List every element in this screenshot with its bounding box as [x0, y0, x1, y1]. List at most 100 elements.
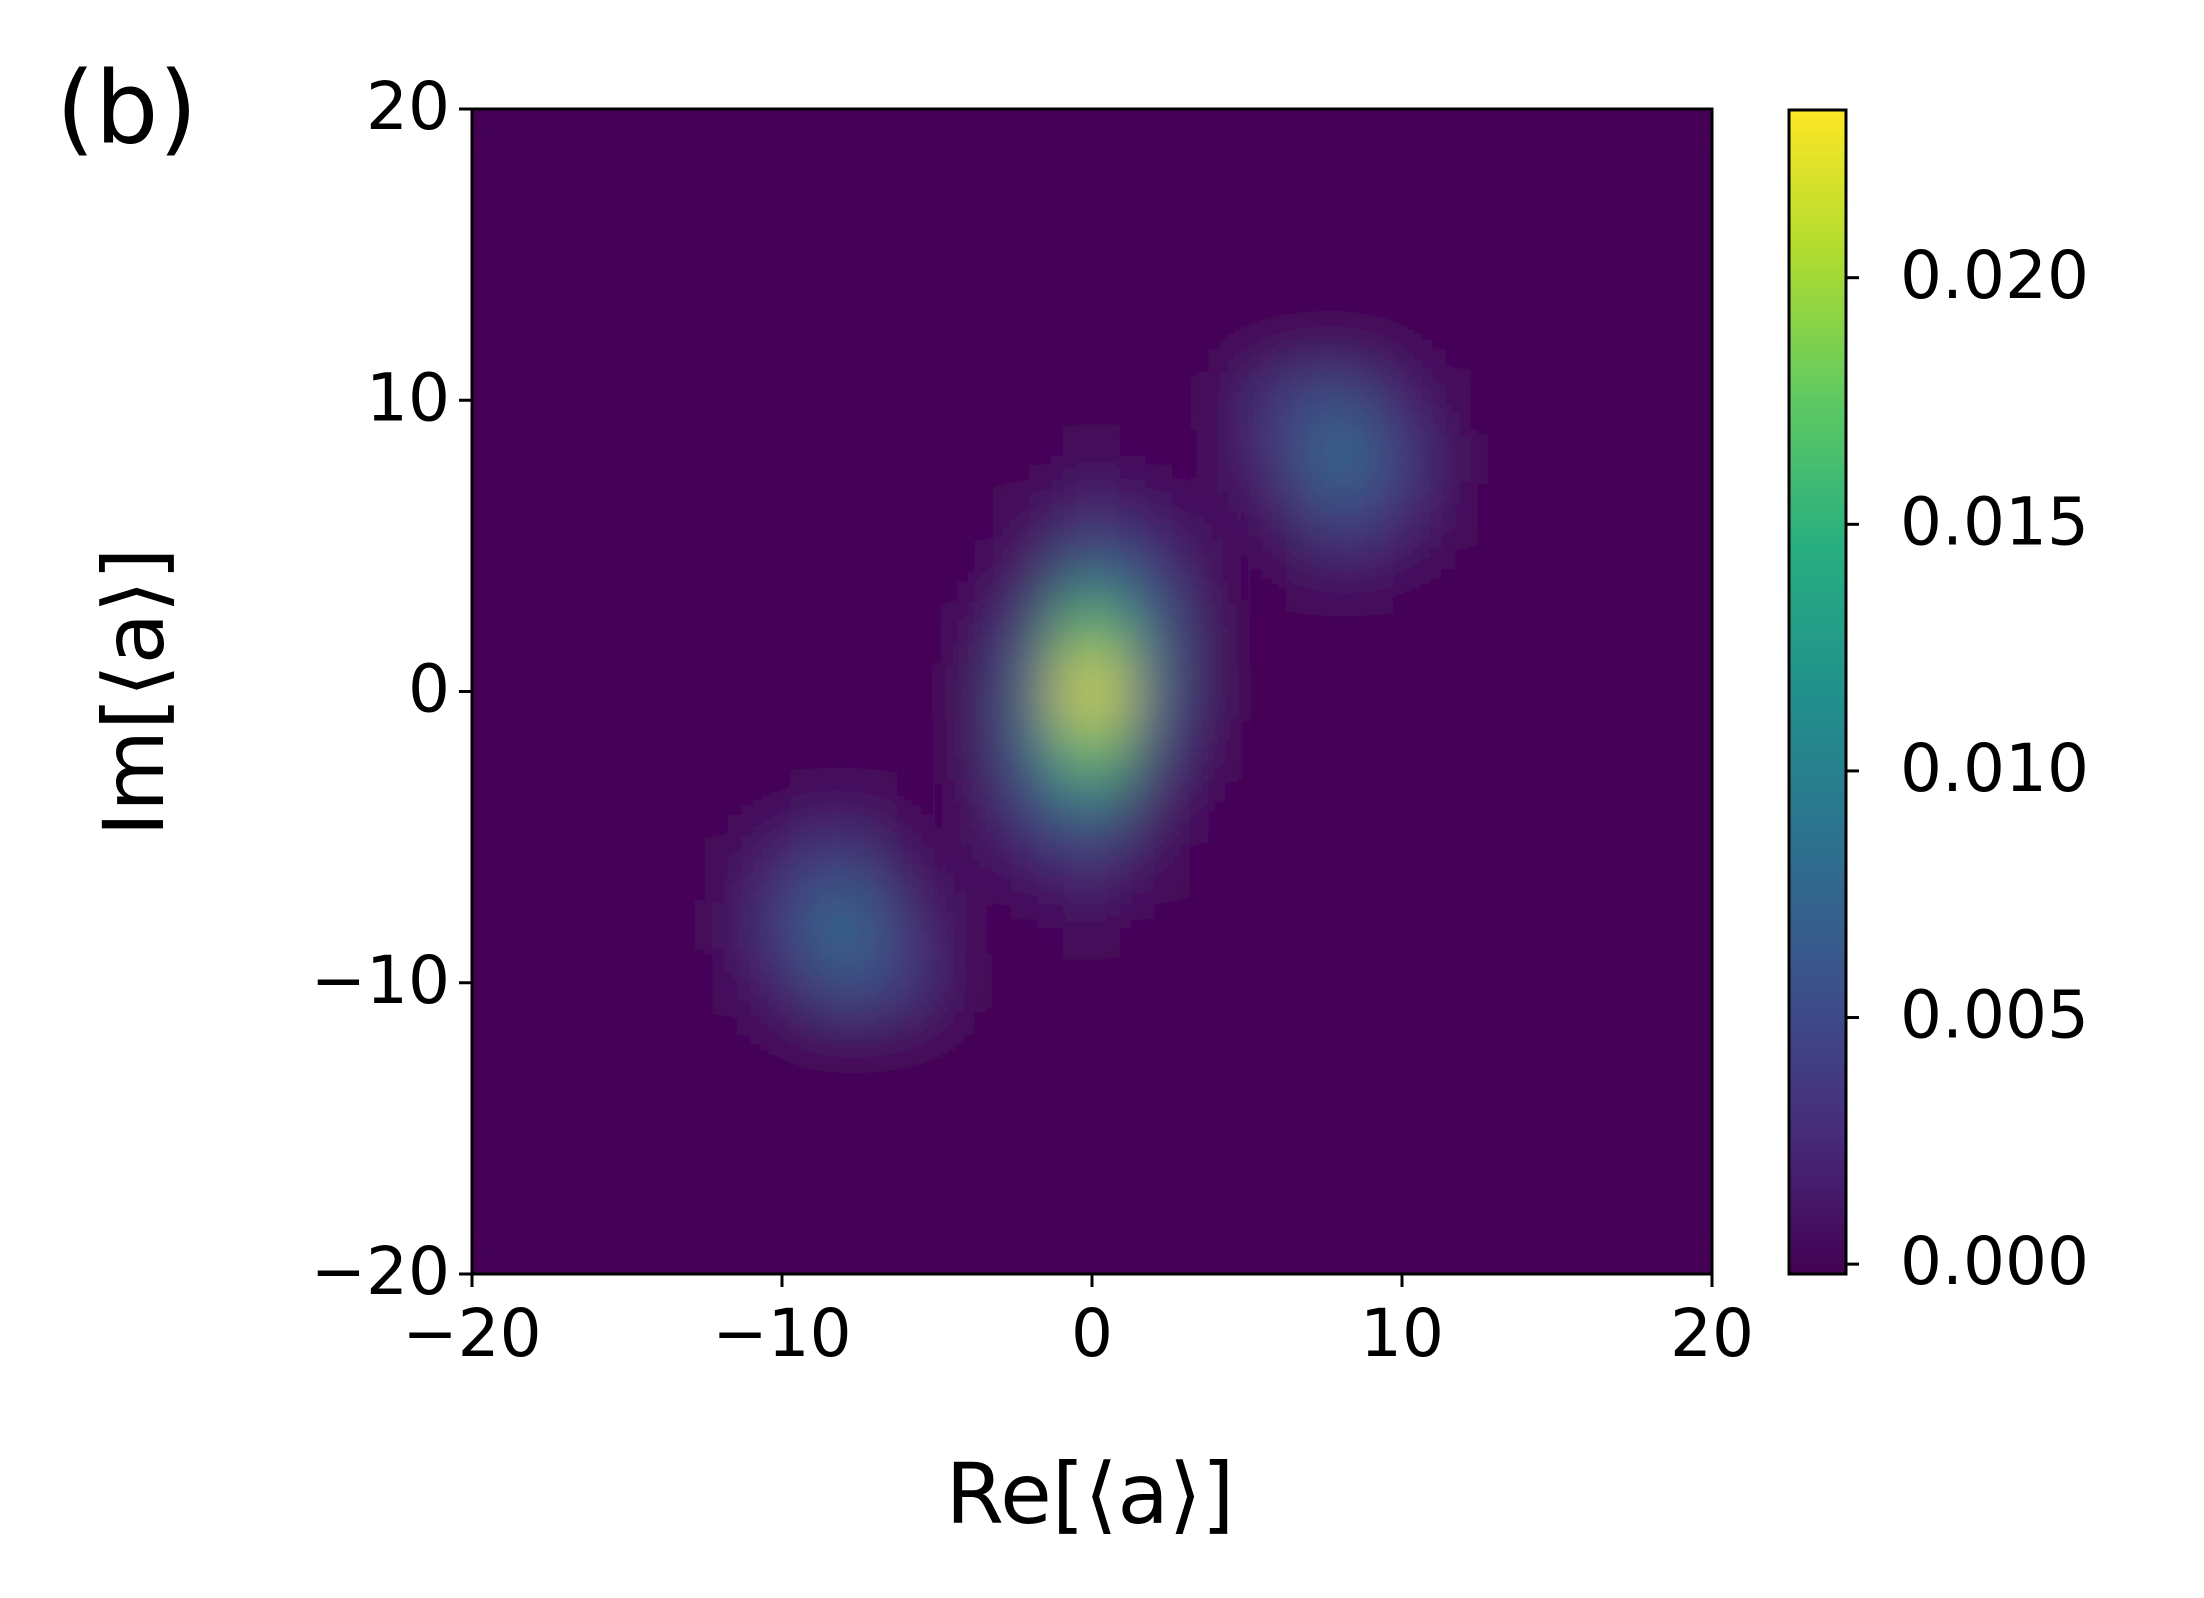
heatmap-cell	[1370, 545, 1434, 605]
heatmap-cell	[1494, 428, 1558, 489]
heatmap-cell	[1122, 661, 1186, 722]
heatmap-cell	[1494, 894, 1558, 955]
heatmap-cell	[502, 1011, 566, 1071]
heatmap-cell	[1432, 778, 1496, 838]
heatmap-cell	[1432, 312, 1496, 372]
heatmap-cell	[812, 661, 876, 722]
heatmap-cell	[564, 1244, 628, 1274]
heatmap-cell	[1246, 254, 1310, 314]
heatmap-cell	[874, 1127, 938, 1188]
heatmap-cell	[1556, 894, 1620, 955]
heatmap-cell	[998, 603, 1062, 663]
heatmap-cell	[1370, 1069, 1434, 1129]
heatmap-cell	[1618, 370, 1682, 430]
heatmap-cell	[936, 1069, 1000, 1129]
heatmap-cell	[1494, 312, 1558, 372]
heatmap-cell	[1370, 953, 1434, 1013]
heatmap-cell	[1494, 1186, 1558, 1246]
heatmap-cell	[1060, 137, 1124, 197]
heatmap-cell	[998, 487, 1062, 547]
heatmap-cell	[564, 894, 628, 955]
heatmap-cell	[1060, 1186, 1124, 1246]
heatmap-cell	[688, 254, 752, 314]
heatmap-cell	[1680, 428, 1712, 489]
heatmap-cell	[1122, 487, 1186, 547]
heatmap-cell	[1308, 836, 1372, 896]
heatmap-cell	[1308, 487, 1372, 547]
heatmap-cell	[1494, 953, 1558, 1013]
heatmap-cell	[1184, 1127, 1248, 1188]
heatmap-cell	[564, 836, 628, 896]
heatmap-cell	[502, 603, 566, 663]
heatmap-cell	[1184, 428, 1248, 489]
heatmap-cell	[750, 1244, 814, 1274]
heatmap-cell	[1370, 254, 1434, 314]
heatmap-cell	[1370, 137, 1434, 197]
heatmap-cell	[1060, 603, 1124, 663]
heatmap-cell	[812, 1186, 876, 1246]
colorbar-tick-label: 0.005	[1900, 977, 2089, 1054]
heatmap-cell	[1680, 661, 1712, 722]
heatmap-cell	[750, 661, 814, 722]
y-tick-label: 0	[408, 651, 450, 728]
heatmap-cell	[1556, 195, 1620, 256]
heatmap-cell	[472, 1069, 504, 1129]
heatmap-cell	[1494, 778, 1558, 838]
heatmap-cell	[1494, 836, 1558, 896]
heatmap-cell	[1184, 370, 1248, 430]
heatmap-cell	[1370, 428, 1434, 489]
heatmap-cell	[1308, 195, 1372, 256]
heatmap-cell	[1060, 1011, 1124, 1071]
heatmap-cell	[998, 1011, 1062, 1071]
heatmap-cell	[750, 312, 814, 372]
heatmap-cell	[1494, 720, 1558, 780]
heatmap	[472, 109, 1712, 1274]
colorbar	[1787, 108, 1848, 1276]
heatmap-cell	[1308, 428, 1372, 489]
heatmap-cell	[688, 428, 752, 489]
heatmap-cell	[472, 953, 504, 1013]
heatmap-cell	[1556, 778, 1620, 838]
heatmap-cell	[1122, 1186, 1186, 1246]
heatmap-cell	[626, 195, 690, 256]
heatmap-cell	[812, 195, 876, 256]
heatmap-cell	[936, 1127, 1000, 1188]
heatmap-cell	[1122, 137, 1186, 197]
heatmap-cell	[1184, 720, 1248, 780]
heatmap-cell	[1494, 1127, 1558, 1188]
heatmap-cell	[812, 603, 876, 663]
heatmap-cell	[1060, 428, 1124, 489]
heatmap-cell	[1680, 109, 1712, 139]
heatmap-cell	[1556, 661, 1620, 722]
heatmap-cell	[812, 254, 876, 314]
heatmap-cell	[1060, 720, 1124, 780]
heatmap-cell	[750, 836, 814, 896]
heatmap-cell	[1680, 894, 1712, 955]
heatmap-cell	[874, 953, 938, 1013]
heatmap-cell	[812, 1069, 876, 1129]
heatmap-cell	[1370, 720, 1434, 780]
heatmap-cell	[1432, 661, 1496, 722]
heatmap-cell	[750, 545, 814, 605]
heatmap-cell	[1246, 953, 1310, 1013]
heatmap-cell	[688, 603, 752, 663]
heatmap-cell	[812, 545, 876, 605]
heatmap-cell	[472, 1186, 504, 1246]
heatmap-cell	[564, 195, 628, 256]
heatmap-cell	[564, 603, 628, 663]
heatmap-cell	[472, 195, 504, 256]
heatmap-cell	[472, 1244, 504, 1274]
heatmap-cell	[1370, 1186, 1434, 1246]
heatmap-cell	[1680, 603, 1712, 663]
heatmap-cell	[1246, 312, 1310, 372]
heatmap-cell	[1122, 894, 1186, 955]
heatmap-cell	[1246, 137, 1310, 197]
heatmap-cell	[1680, 312, 1712, 372]
heatmap-cell	[874, 1186, 938, 1246]
heatmap-cell	[1308, 137, 1372, 197]
heatmap-cell	[1308, 1069, 1372, 1129]
heatmap-cell	[812, 487, 876, 547]
heatmap-cell	[1618, 953, 1682, 1013]
heatmap-cell	[936, 487, 1000, 547]
heatmap-cell	[1370, 1127, 1434, 1188]
